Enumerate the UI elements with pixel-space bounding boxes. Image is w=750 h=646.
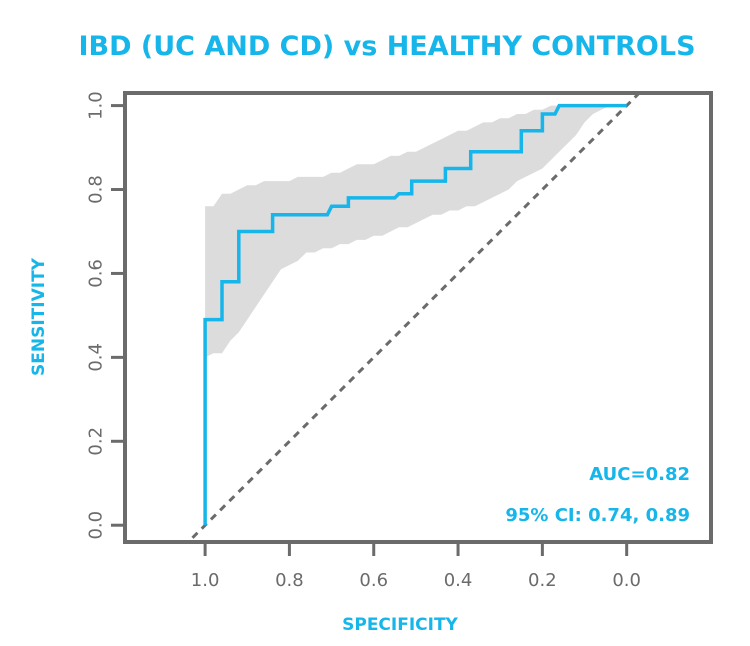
y-tick-label: 0.6 (85, 259, 106, 288)
x-axis-label: SPECIFICITY (342, 615, 458, 635)
ci-annotation: 95% CI: 0.74, 0.89 (505, 505, 690, 526)
x-tick-label: 0.4 (444, 570, 473, 591)
y-tick-label: 1.0 (85, 91, 106, 120)
x-tick-label: 0.2 (528, 570, 557, 591)
y-tick-label: 0.8 (85, 175, 106, 204)
y-axis: 0.0 0.2 0.4 0.6 0.8 1.0 (85, 91, 125, 540)
x-tick-label: 1.0 (191, 570, 220, 591)
y-tick-label: 0.4 (85, 343, 106, 372)
chart-title: IBD (UC AND CD) vs HEALTHY CONTROLS (78, 31, 695, 62)
y-axis-label: SENSITIVITY (29, 257, 49, 376)
auc-annotation: AUC=0.82 (589, 464, 690, 485)
confidence-band (205, 105, 627, 358)
x-tick-label: 0.0 (612, 570, 641, 591)
x-tick-label: 0.6 (359, 570, 388, 591)
y-tick-label: 0.0 (85, 511, 106, 540)
x-axis: 1.0 0.8 0.6 0.4 0.2 0.0 (191, 542, 641, 591)
roc-curve-line (203, 103, 627, 526)
plot-frame (123, 91, 713, 544)
x-tick-label: 0.8 (275, 570, 304, 591)
y-tick-label: 0.2 (85, 427, 106, 456)
